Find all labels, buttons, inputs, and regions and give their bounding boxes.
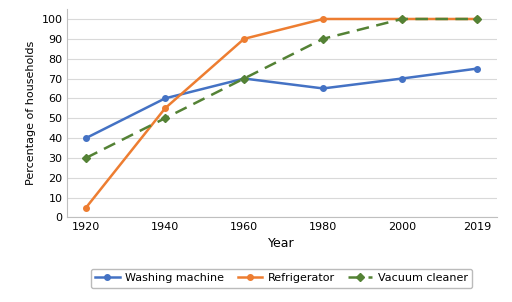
Refrigerator — [320, 17, 326, 21]
Refrigerator — [83, 206, 89, 209]
Vacuum cleaner — [474, 17, 480, 21]
X-axis label: Year: Year — [268, 237, 295, 250]
Vacuum cleaner — [83, 156, 89, 160]
Refrigerator — [162, 107, 168, 110]
Legend: Washing machine, Refrigerator, Vacuum cleaner: Washing machine, Refrigerator, Vacuum cl… — [91, 269, 473, 288]
Refrigerator — [399, 17, 405, 21]
Washing machine — [241, 77, 247, 80]
Vacuum cleaner — [320, 37, 326, 41]
Vacuum cleaner — [241, 77, 247, 80]
Line: Washing machine: Washing machine — [83, 66, 480, 141]
Washing machine — [83, 136, 89, 140]
Vacuum cleaner — [399, 17, 405, 21]
Vacuum cleaner — [162, 116, 168, 120]
Refrigerator — [474, 17, 480, 21]
Line: Refrigerator: Refrigerator — [83, 16, 480, 210]
Washing machine — [320, 87, 326, 90]
Washing machine — [162, 97, 168, 100]
Washing machine — [399, 77, 405, 80]
Y-axis label: Percentage of households: Percentage of households — [26, 41, 36, 185]
Washing machine — [474, 67, 480, 70]
Refrigerator — [241, 37, 247, 41]
Line: Vacuum cleaner: Vacuum cleaner — [83, 16, 480, 161]
